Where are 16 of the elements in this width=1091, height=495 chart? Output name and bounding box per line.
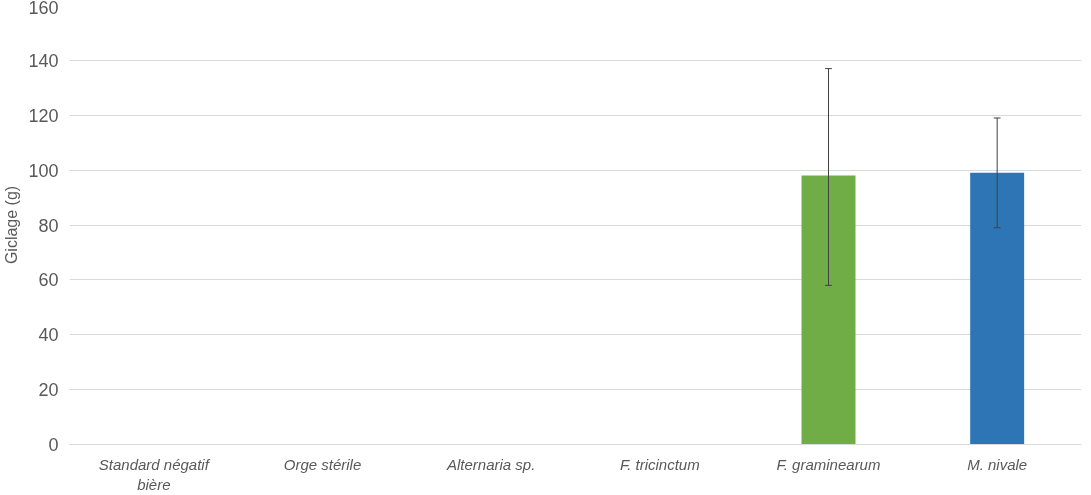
y-tick-label: 0: [48, 435, 59, 455]
y-tick-label: 20: [38, 380, 59, 401]
x-tick-label: Standard négatif bière: [98, 455, 211, 493]
y-tick-label: 40: [38, 325, 59, 346]
x-tick-label: Orge stérile: [283, 455, 362, 473]
y-axis-title: Giclage (g): [3, 185, 21, 265]
y-tick-label: 60: [38, 270, 59, 291]
y-tick-label: 80: [38, 215, 59, 236]
x-tick-label: M. nivale: [967, 455, 1028, 473]
y-tick-label: 160: [28, 0, 59, 18]
y-tick-label: 120: [28, 105, 59, 126]
x-tick-label: F. graminearum: [776, 455, 881, 473]
y-tick-label: 140: [28, 50, 59, 71]
y-tick-label: 100: [28, 160, 59, 181]
x-tick-label: F. tricinctum: [619, 455, 700, 473]
x-tick-label: Alternaria sp.: [445, 455, 536, 473]
